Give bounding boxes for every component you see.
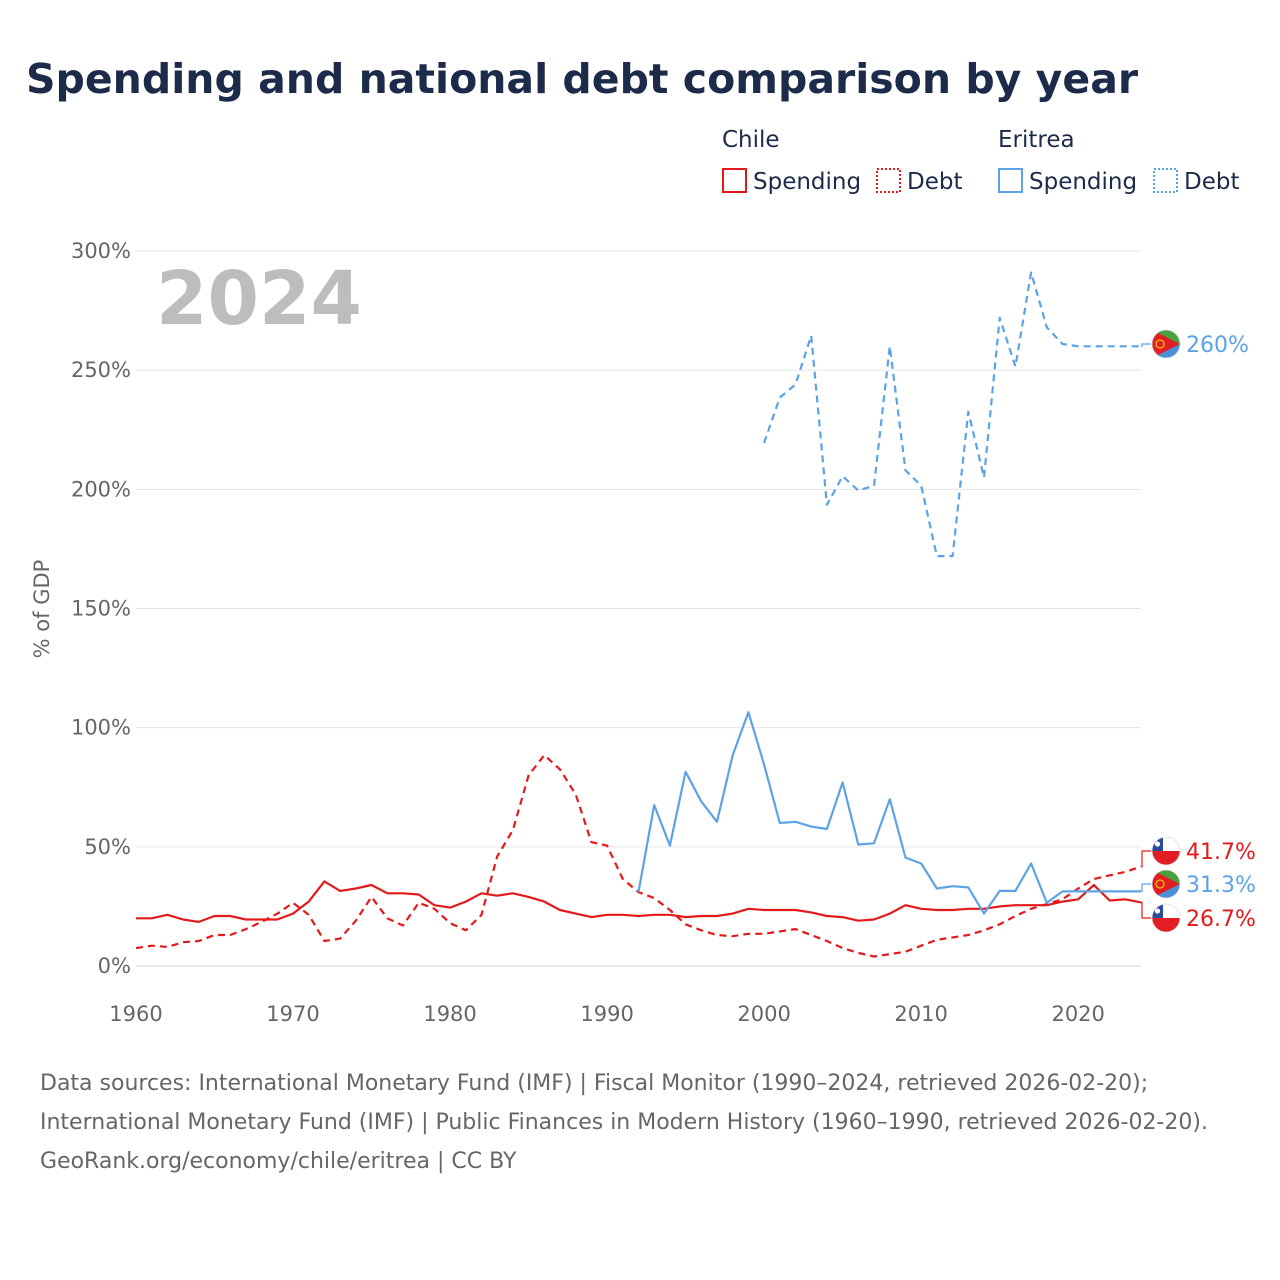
series-line-chile-spending — [136, 880, 1142, 924]
legend-label-eritrea-spending: Spending — [1029, 169, 1137, 195]
end-label-connector — [1141, 850, 1151, 868]
legend-swatch-eritrea-debt — [1153, 168, 1178, 193]
gridlines — [136, 250, 1141, 967]
end-label-connector — [1141, 901, 1151, 919]
y-tick-label: 200% — [71, 477, 131, 501]
y-tick-label: 250% — [71, 358, 131, 382]
legend-swatch-eritrea-spending — [998, 168, 1023, 193]
y-tick-label: 100% — [71, 716, 131, 740]
footer: Data sources: International Monetary Fun… — [40, 1064, 1240, 1181]
series-lines — [135, 271, 1142, 958]
x-tick-label: 2020 — [1051, 1002, 1104, 1026]
end-label-eritrea-debt: 260% — [1186, 333, 1249, 358]
end-label-connector — [1141, 883, 1151, 892]
chart-title: Spending and national debt comparison by… — [26, 55, 1139, 103]
chile-flag-icon — [1151, 903, 1181, 933]
y-tick-label: 300% — [71, 239, 131, 263]
end-label-chile-debt: 41.7% — [1186, 840, 1256, 865]
end-label-chile-spending: 26.7% — [1186, 907, 1256, 932]
x-tick-label: 1960 — [109, 1002, 162, 1026]
legend-swatch-chile-spending — [722, 168, 747, 193]
legend: Chile Eritrea Spending Debt Spending Deb… — [722, 127, 1239, 195]
end-labels: 260% 41.7% 31.3% 26.7% — [1141, 329, 1256, 933]
chile-flag-icon — [1151, 836, 1181, 866]
y-tick-label: 150% — [71, 597, 131, 621]
x-axis: 1960 1970 1980 1990 2000 2010 2020 — [109, 1002, 1105, 1026]
x-tick-label: 1970 — [266, 1002, 319, 1026]
legend-label-eritrea-debt: Debt — [1184, 169, 1239, 195]
credit: GeoRank.org/economy/chile/eritrea | CC B… — [40, 1149, 517, 1174]
legend-label-chile-debt: Debt — [907, 169, 962, 195]
series-line-eritrea-debt — [763, 271, 1141, 558]
y-tick-label: 50% — [84, 835, 131, 859]
series-line-chile-debt — [135, 753, 1142, 958]
x-tick-label: 2000 — [737, 1002, 790, 1026]
x-tick-label: 1980 — [423, 1002, 476, 1026]
eritrea-flag-icon — [1151, 869, 1181, 899]
legend-group-chile: Chile — [722, 127, 780, 153]
y-axis-label: % of GDP — [30, 560, 54, 659]
legend-swatch-chile-debt — [876, 168, 901, 193]
series-line-eritrea-spending — [637, 711, 1141, 915]
year-annotation: 2024 — [156, 256, 362, 342]
eritrea-flag-icon — [1151, 329, 1181, 359]
y-tick-label: 0% — [98, 954, 131, 978]
y-axis: 0% 50% 100% 150% 200% 250% 300% — [71, 239, 131, 978]
x-tick-label: 2010 — [894, 1002, 947, 1026]
data-sources: Data sources: International Monetary Fun… — [40, 1071, 1208, 1135]
end-label-eritrea-spending: 31.3% — [1186, 873, 1256, 898]
legend-label-chile-spending: Spending — [753, 169, 861, 195]
legend-group-eritrea: Eritrea — [998, 127, 1075, 153]
end-label-connector — [1141, 343, 1151, 347]
x-tick-label: 1990 — [580, 1002, 633, 1026]
